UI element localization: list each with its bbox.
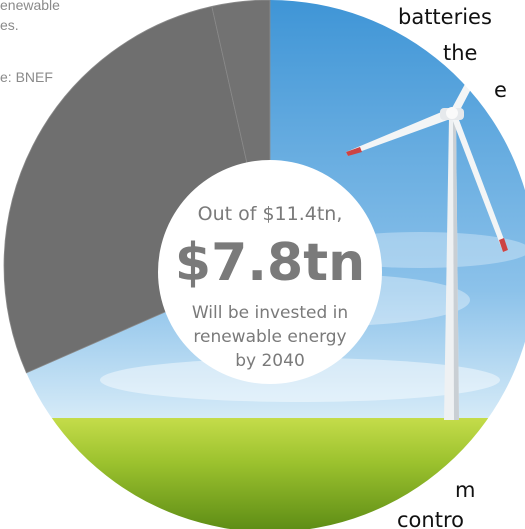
- center-value: $7.8tn: [175, 233, 365, 293]
- note-text: es.: [0, 17, 19, 33]
- body-text: m: [455, 478, 475, 502]
- source-text: e: BNEF: [0, 69, 53, 85]
- body-text: e: [494, 78, 507, 102]
- infographic: Out of $11.4tn, $7.8tn Will be invested …: [0, 0, 525, 529]
- center-line: renewable energy: [193, 327, 346, 347]
- body-text: batteries: [398, 5, 492, 29]
- center-line: Will be invested in: [192, 303, 348, 323]
- note-text: enewable: [0, 0, 60, 13]
- center-line: by 2040: [235, 351, 305, 371]
- body-text: contro: [397, 508, 464, 529]
- body-text: the: [443, 41, 477, 65]
- center-lead: Out of $11.4tn,: [198, 203, 343, 225]
